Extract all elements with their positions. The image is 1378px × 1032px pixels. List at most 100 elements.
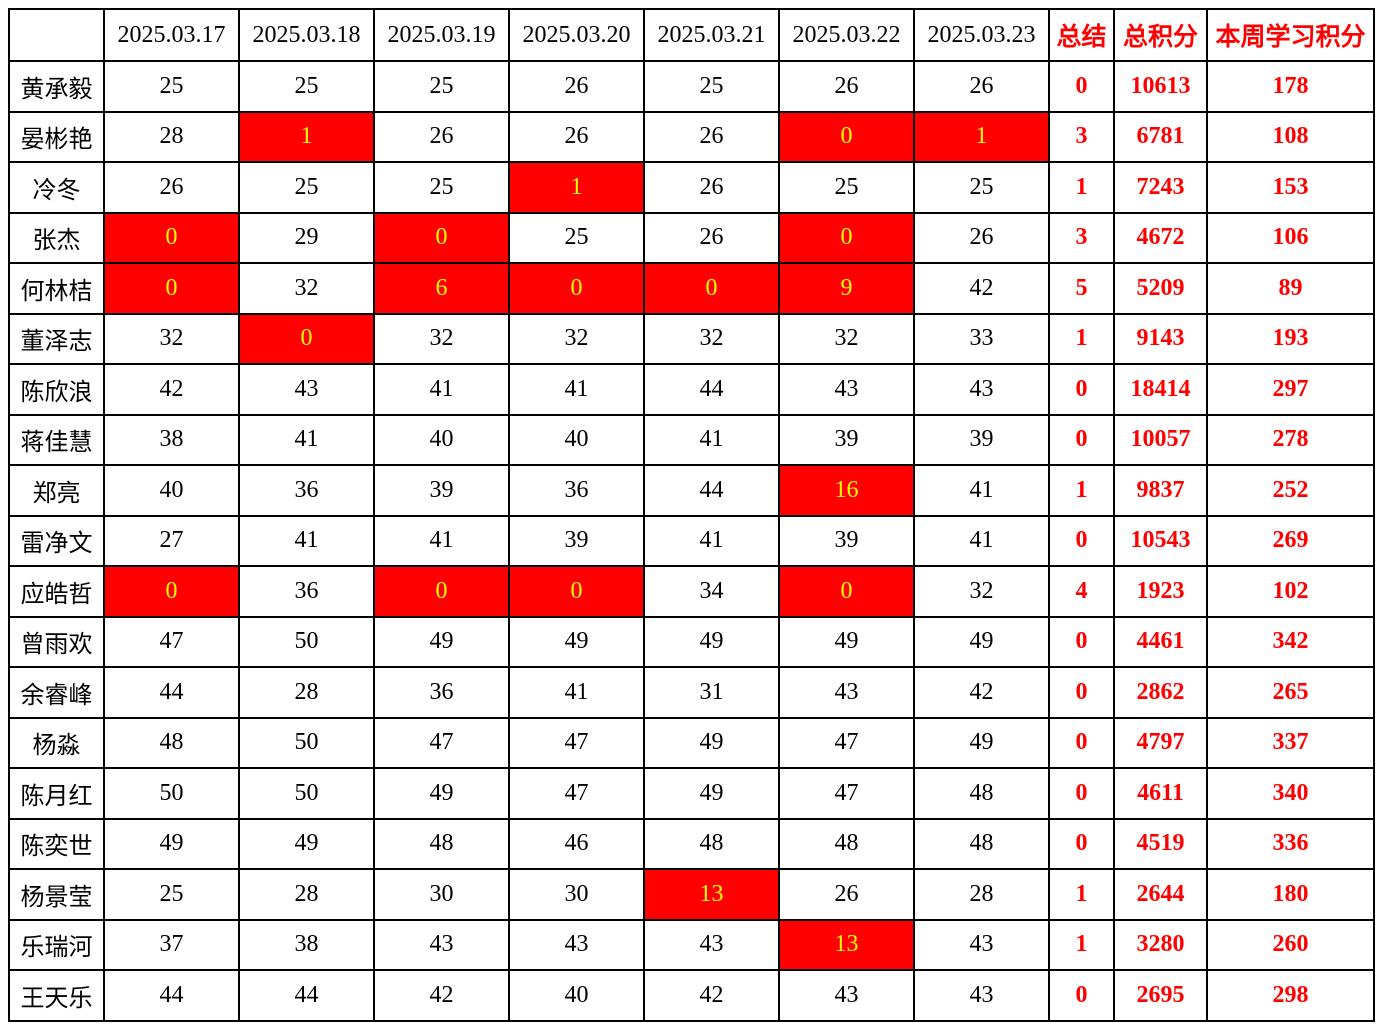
day-score-cell: 44 (643, 464, 780, 517)
week-study-points-cell: 340 (1206, 767, 1375, 820)
table-row: 晏彬艳 28 1 26 26 26 0 1 3 6781 108 (8, 110, 1375, 163)
day-score-cell: 41 (373, 363, 510, 416)
student-name: 陈月红 (8, 767, 105, 820)
week-study-points-cell: 102 (1206, 565, 1375, 618)
total-points-cell: 2862 (1113, 666, 1208, 719)
day-score-cell: 48 (913, 767, 1050, 820)
day-score-cell: 41 (643, 413, 780, 466)
summary-cell: 5 (1048, 262, 1115, 315)
day-score-cell: 47 (778, 767, 915, 820)
header-week-study-points: 本周学习积分 (1206, 8, 1375, 62)
total-points-cell: 5209 (1113, 262, 1208, 315)
day-score-cell: 26 (103, 161, 240, 214)
student-name: 蒋佳慧 (8, 413, 105, 466)
day-score-cell: 42 (913, 666, 1050, 719)
day-score-cell: 42 (373, 969, 510, 1022)
day-score-cell: 31 (643, 666, 780, 719)
day-score-cell: 41 (238, 514, 375, 567)
header-date-1: 2025.03.17 (103, 8, 240, 62)
day-score-cell: 30 (508, 868, 645, 921)
summary-cell: 0 (1048, 413, 1115, 466)
total-points-cell: 10613 (1113, 60, 1208, 113)
week-study-points-cell: 106 (1206, 211, 1375, 264)
day-score-cell-highlighted: 1 (508, 161, 645, 214)
day-score-cell: 47 (373, 716, 510, 769)
day-score-cell: 26 (643, 211, 780, 264)
total-points-cell: 9143 (1113, 312, 1208, 365)
day-score-cell: 25 (238, 161, 375, 214)
total-points-cell: 18414 (1113, 363, 1208, 416)
total-points-cell: 4519 (1113, 817, 1208, 870)
summary-cell: 1 (1048, 312, 1115, 365)
total-points-cell: 4797 (1113, 716, 1208, 769)
day-score-cell: 32 (643, 312, 780, 365)
header-date-3: 2025.03.19 (373, 8, 510, 62)
day-score-cell: 50 (103, 767, 240, 820)
day-score-cell: 32 (103, 312, 240, 365)
week-study-points-cell: 108 (1206, 110, 1375, 163)
day-score-cell-highlighted: 0 (238, 312, 375, 365)
day-score-cell: 27 (103, 514, 240, 567)
week-study-points-cell: 336 (1206, 817, 1375, 870)
header-total-points: 总积分 (1113, 8, 1208, 62)
day-score-cell: 49 (913, 615, 1050, 668)
week-study-points-cell: 337 (1206, 716, 1375, 769)
day-score-cell: 28 (913, 868, 1050, 921)
table-row: 张杰 0 29 0 25 26 0 26 3 4672 106 (8, 211, 1375, 264)
day-score-cell-highlighted: 6 (373, 262, 510, 315)
day-score-cell: 44 (238, 969, 375, 1022)
header-summary: 总结 (1048, 8, 1115, 62)
summary-cell: 1 (1048, 464, 1115, 517)
table-row: 蒋佳慧 38 41 40 40 41 39 39 0 10057 278 (8, 413, 1375, 466)
day-score-cell: 26 (913, 60, 1050, 113)
day-score-cell: 25 (103, 868, 240, 921)
day-score-cell-highlighted: 0 (103, 565, 240, 618)
student-name: 晏彬艳 (8, 110, 105, 163)
day-score-cell: 34 (643, 565, 780, 618)
week-study-points-cell: 342 (1206, 615, 1375, 668)
day-score-cell: 41 (508, 363, 645, 416)
total-points-cell: 9837 (1113, 464, 1208, 517)
day-score-cell-highlighted: 0 (373, 565, 510, 618)
week-study-points-cell: 265 (1206, 666, 1375, 719)
day-score-cell: 42 (103, 363, 240, 416)
table-row: 余睿峰 44 28 36 41 31 43 42 0 2862 265 (8, 666, 1375, 719)
day-score-cell-highlighted: 0 (778, 110, 915, 163)
header-name-column (8, 8, 105, 62)
day-score-cell: 39 (778, 514, 915, 567)
day-score-cell: 39 (373, 464, 510, 517)
day-score-cell: 25 (373, 161, 510, 214)
day-score-cell: 48 (643, 817, 780, 870)
day-score-cell: 41 (913, 464, 1050, 517)
day-score-cell-highlighted: 0 (103, 211, 240, 264)
day-score-cell-highlighted: 1 (913, 110, 1050, 163)
day-score-cell: 47 (778, 716, 915, 769)
week-study-points-cell: 193 (1206, 312, 1375, 365)
day-score-cell: 49 (238, 817, 375, 870)
total-points-cell: 4611 (1113, 767, 1208, 820)
day-score-cell: 41 (643, 514, 780, 567)
week-study-points-cell: 153 (1206, 161, 1375, 214)
student-name: 余睿峰 (8, 666, 105, 719)
day-score-cell: 25 (103, 60, 240, 113)
day-score-cell: 43 (913, 363, 1050, 416)
weekly-score-table: 2025.03.17 2025.03.18 2025.03.19 2025.03… (8, 8, 1375, 1022)
day-score-cell: 32 (778, 312, 915, 365)
day-score-cell: 41 (373, 514, 510, 567)
day-score-cell: 43 (778, 666, 915, 719)
day-score-cell: 44 (103, 969, 240, 1022)
day-score-cell-highlighted: 0 (508, 565, 645, 618)
table-row: 乐瑞河 37 38 43 43 43 13 43 1 3280 260 (8, 918, 1375, 971)
table-row: 陈欣浪 42 43 41 41 44 43 43 0 18414 297 (8, 363, 1375, 416)
total-points-cell: 3280 (1113, 918, 1208, 971)
day-score-cell-highlighted: 1 (238, 110, 375, 163)
summary-cell: 0 (1048, 969, 1115, 1022)
day-score-cell: 40 (103, 464, 240, 517)
day-score-cell: 36 (508, 464, 645, 517)
day-score-cell: 36 (373, 666, 510, 719)
day-score-cell-highlighted: 0 (778, 211, 915, 264)
day-score-cell: 49 (643, 615, 780, 668)
total-points-cell: 6781 (1113, 110, 1208, 163)
day-score-cell: 48 (373, 817, 510, 870)
student-name: 陈奕世 (8, 817, 105, 870)
